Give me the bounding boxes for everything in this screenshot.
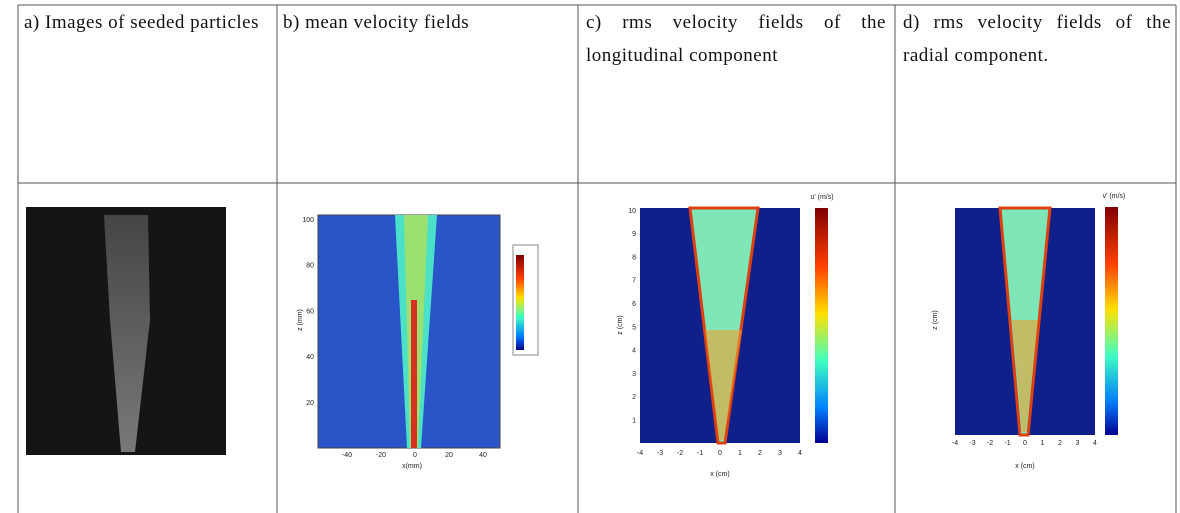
y-tick-label: 3	[632, 371, 636, 378]
y-tick-label: 40	[306, 354, 314, 361]
y-tick-label: 1	[632, 418, 636, 425]
y-tick-label: 4	[632, 348, 636, 355]
header-cell: a) Images of seeded particles	[24, 12, 260, 33]
x-tick-label: 3	[778, 450, 782, 457]
y-tick-label: 7	[632, 278, 636, 285]
y-tick-label: 8	[632, 254, 636, 261]
x-tick-label: 0	[413, 452, 417, 459]
x-tick-label: 2	[758, 450, 762, 457]
y-tick-label: 60	[306, 308, 314, 315]
y-tick-label: 9	[632, 231, 636, 238]
y-axis-label: z (mm)	[297, 309, 304, 331]
x-tick-label: 2	[1058, 440, 1062, 447]
x-tick-label: -3	[657, 450, 663, 457]
x-tick-label: 1	[738, 450, 742, 457]
y-tick-label: 80	[306, 263, 314, 270]
y-tick-label: 2	[632, 394, 636, 401]
x-tick-label: -2	[987, 440, 993, 447]
header-cell: c) rms velocity fields of the longitudin…	[586, 12, 886, 66]
x-tick-label: -40	[342, 452, 352, 459]
table-borders	[17, 4, 1177, 513]
y-tick-label: 10	[628, 208, 636, 215]
x-tick-label: -1	[697, 450, 703, 457]
particle-image	[26, 207, 226, 455]
x-tick-label: 4	[798, 450, 802, 457]
x-tick-label: 20	[445, 452, 453, 459]
x-axis-label: x (cm)	[710, 471, 729, 478]
y-tick-label: 100	[302, 217, 314, 224]
x-tick-label: 0	[718, 450, 722, 457]
colorbar-label: u' (m/s)	[810, 194, 833, 201]
x-tick-label: -4	[952, 440, 958, 447]
rms-radial-plot	[955, 206, 1118, 437]
x-tick-label: 40	[479, 452, 487, 459]
header-cell: d) rms velocity fields of the radial com…	[903, 12, 1171, 66]
x-tick-label: 0	[1023, 440, 1027, 447]
mean-velocity-plot	[317, 214, 539, 449]
header-cell: b) mean velocity fields	[283, 12, 470, 33]
x-tick-label: -2	[677, 450, 683, 457]
x-tick-label: -20	[376, 452, 386, 459]
colorbar-label: v' (m/s)	[1103, 193, 1126, 200]
x-axis-label: x (cm)	[1015, 463, 1034, 470]
x-tick-label: -1	[1004, 440, 1010, 447]
x-tick-label: 4	[1093, 440, 1097, 447]
y-tick-label: 5	[632, 324, 636, 331]
x-tick-label: -3	[969, 440, 975, 447]
y-axis-label: z (cm)	[617, 315, 624, 334]
y-tick-label: 20	[306, 400, 314, 407]
x-tick-label: 3	[1076, 440, 1080, 447]
y-axis-label: z (cm)	[932, 310, 939, 329]
rms-longitudinal-plot	[640, 206, 828, 445]
x-axis-label: x(mm)	[402, 463, 422, 470]
y-tick-label: 6	[632, 301, 636, 308]
x-tick-label: -4	[637, 450, 643, 457]
x-tick-label: 1	[1041, 440, 1045, 447]
